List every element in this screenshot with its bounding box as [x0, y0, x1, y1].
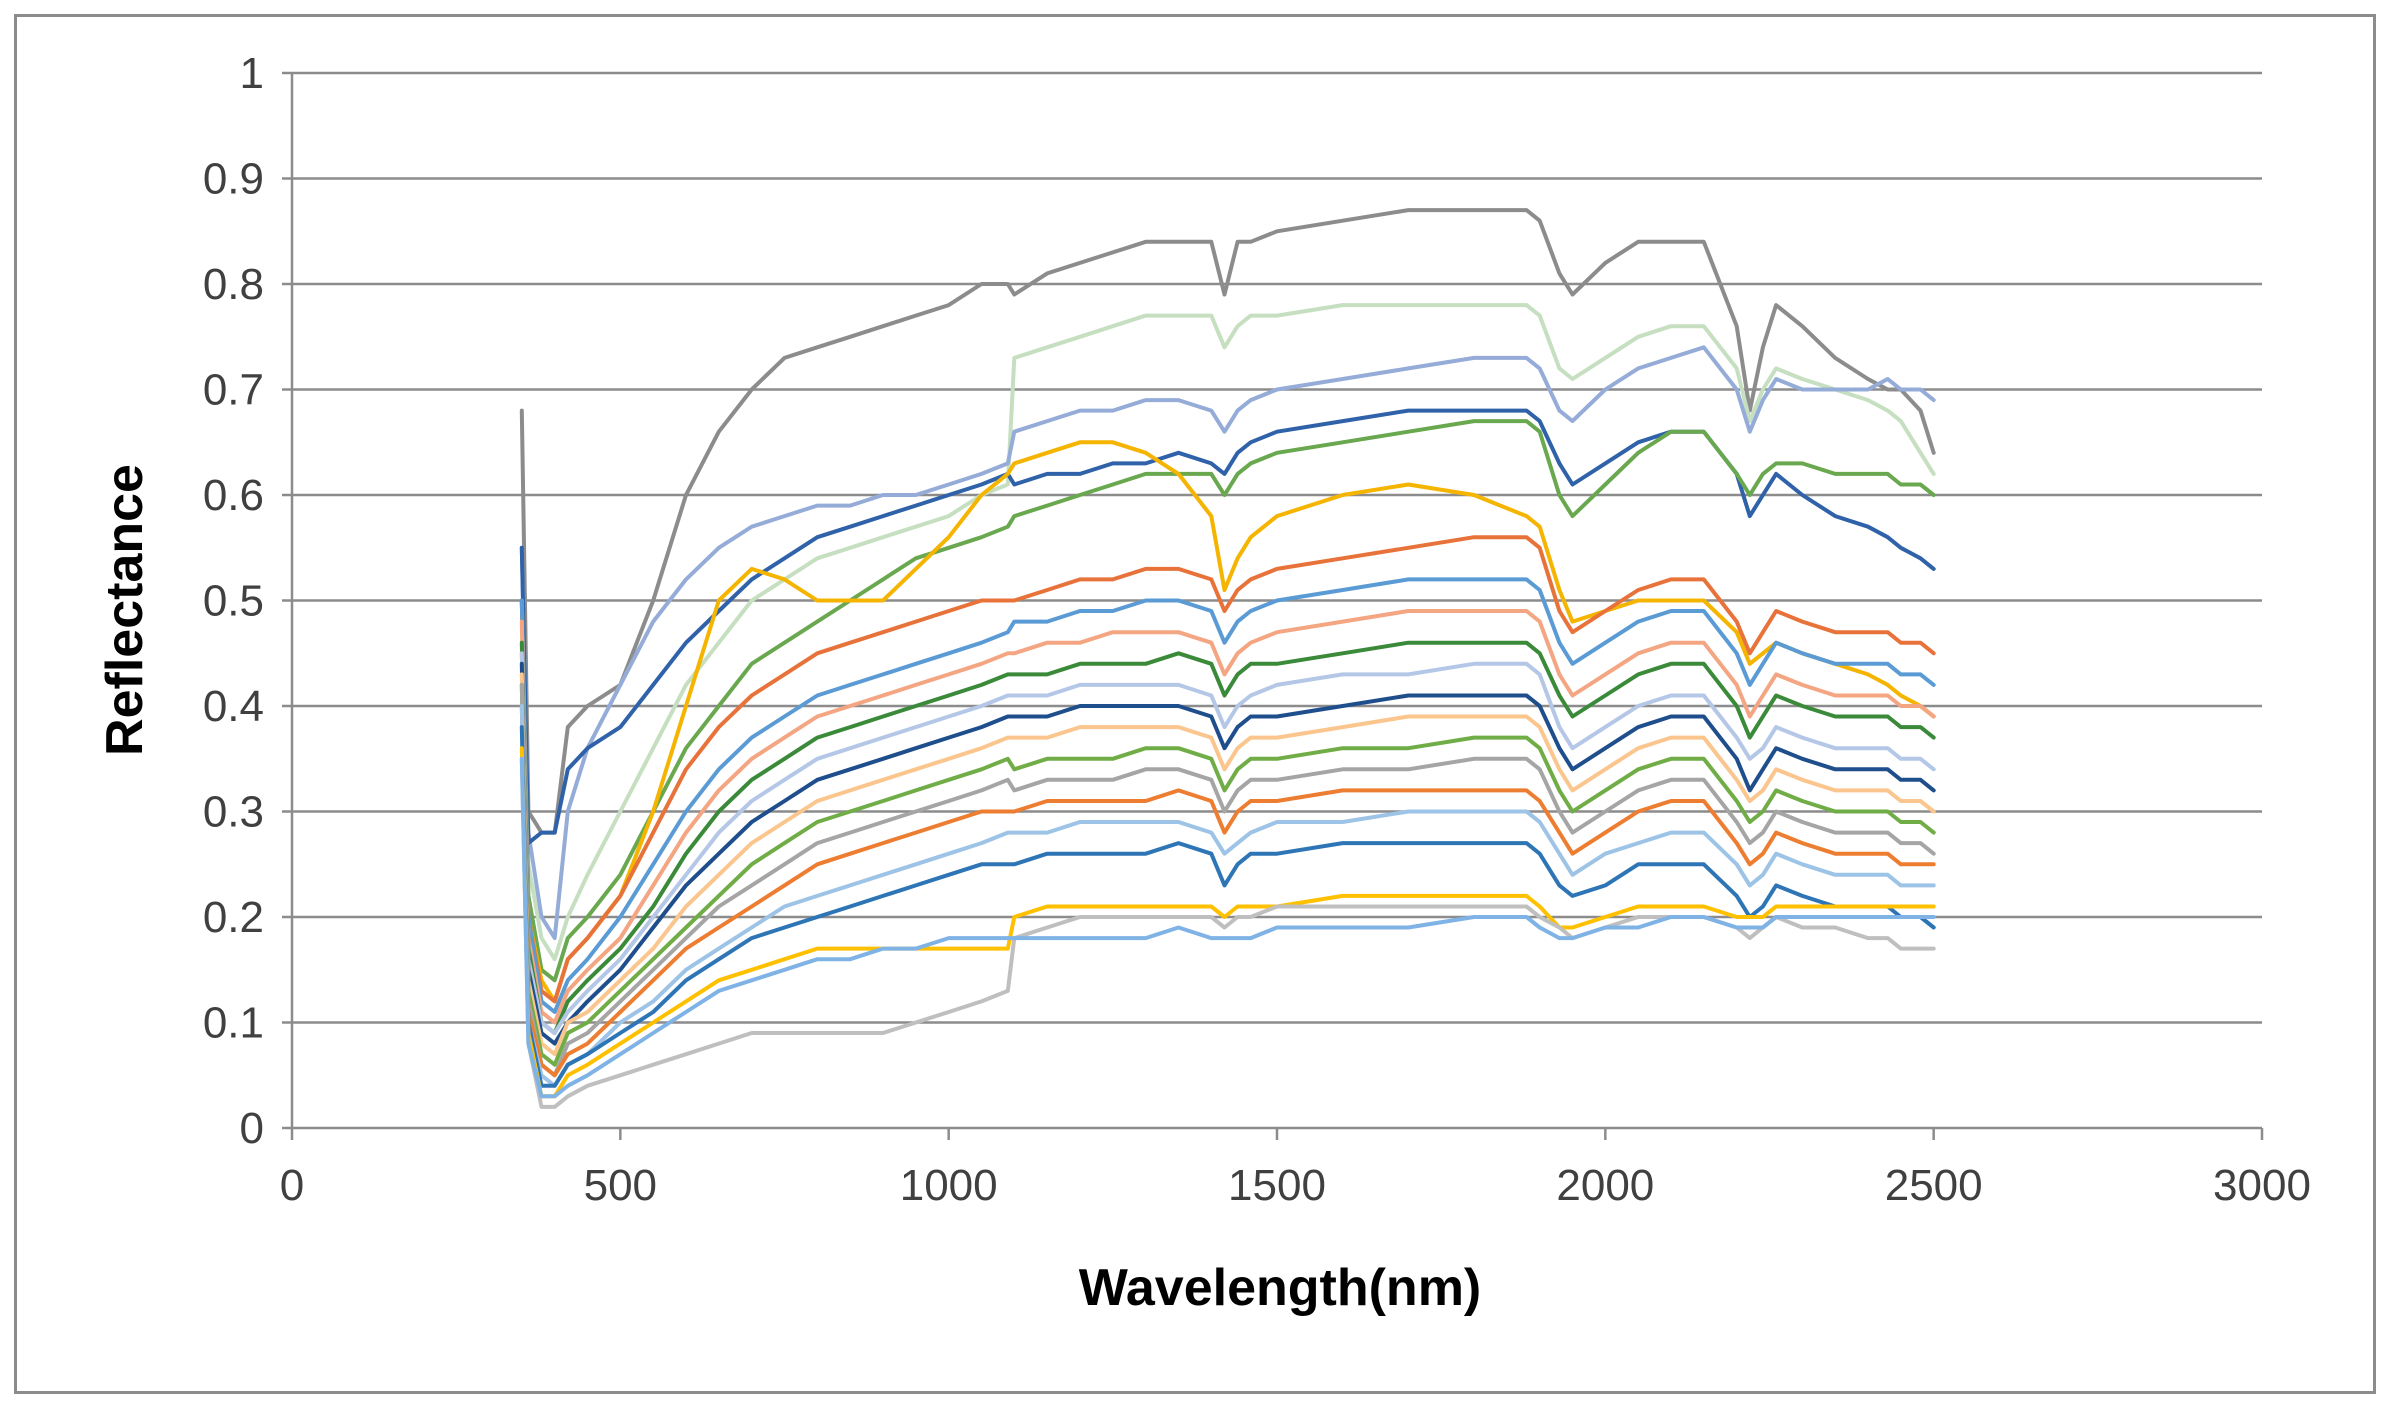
series-line — [519, 440, 1936, 1004]
x-tick-label: 2500 — [1885, 1161, 1983, 1210]
series-line — [519, 682, 1936, 1067]
series-line — [519, 419, 1936, 983]
y-tick-label: 0.4 — [203, 682, 264, 731]
series-lines — [519, 208, 1936, 1109]
y-tick-label: 0.9 — [203, 155, 264, 204]
series-line — [519, 609, 1936, 1025]
x-tick-label: 2000 — [1556, 1161, 1654, 1210]
y-tick-label: 1 — [240, 49, 264, 98]
x-tick-label: 1000 — [900, 1161, 998, 1210]
y-tick-label: 0 — [240, 1104, 264, 1153]
gridlines — [292, 71, 2262, 1024]
y-axis-title: Reflectance — [96, 464, 154, 756]
y-tick-label: 0.8 — [203, 260, 264, 309]
series-line — [519, 704, 1936, 1078]
series-line — [519, 672, 1936, 1057]
y-tick-label: 0.1 — [203, 999, 264, 1048]
series-line — [519, 725, 1936, 1088]
series-line — [519, 640, 1936, 1035]
series-line — [519, 746, 1936, 1099]
series-line — [519, 535, 1936, 1004]
series-line — [519, 345, 1936, 941]
series-line — [519, 577, 1936, 1014]
x-axis-title: Wavelength(nm) — [1079, 1259, 1482, 1317]
chart-frame — [14, 14, 2376, 1394]
series-line — [519, 208, 1936, 835]
y-tick-labels: 0 0.1 0.2 0.3 0.4 0.5 0.6 0.7 0.8 0.9 1 — [203, 49, 264, 1153]
x-tick-label: 500 — [584, 1161, 657, 1210]
series-line — [519, 661, 1936, 1046]
series-line — [519, 651, 1936, 1035]
series-line — [519, 303, 1936, 962]
x-tick-labels: 0 500 1000 1500 2000 2500 3000 — [280, 1161, 2311, 1210]
series-line — [519, 408, 1936, 846]
y-tick-label: 0.6 — [203, 471, 264, 520]
x-tick-label: 0 — [280, 1161, 304, 1210]
y-tick-label: 0.3 — [203, 788, 264, 837]
axes — [282, 71, 2264, 1140]
y-tick-label: 0.7 — [203, 366, 264, 415]
x-tick-label: 1500 — [1228, 1161, 1326, 1210]
y-tick-label: 0.2 — [203, 893, 264, 942]
series-line — [519, 756, 1936, 1109]
series-line — [519, 704, 1936, 1088]
series-line — [519, 682, 1936, 1078]
y-tick-label: 0.5 — [203, 577, 264, 626]
series-line — [519, 756, 1936, 1099]
x-tick-label: 3000 — [2213, 1161, 2311, 1210]
